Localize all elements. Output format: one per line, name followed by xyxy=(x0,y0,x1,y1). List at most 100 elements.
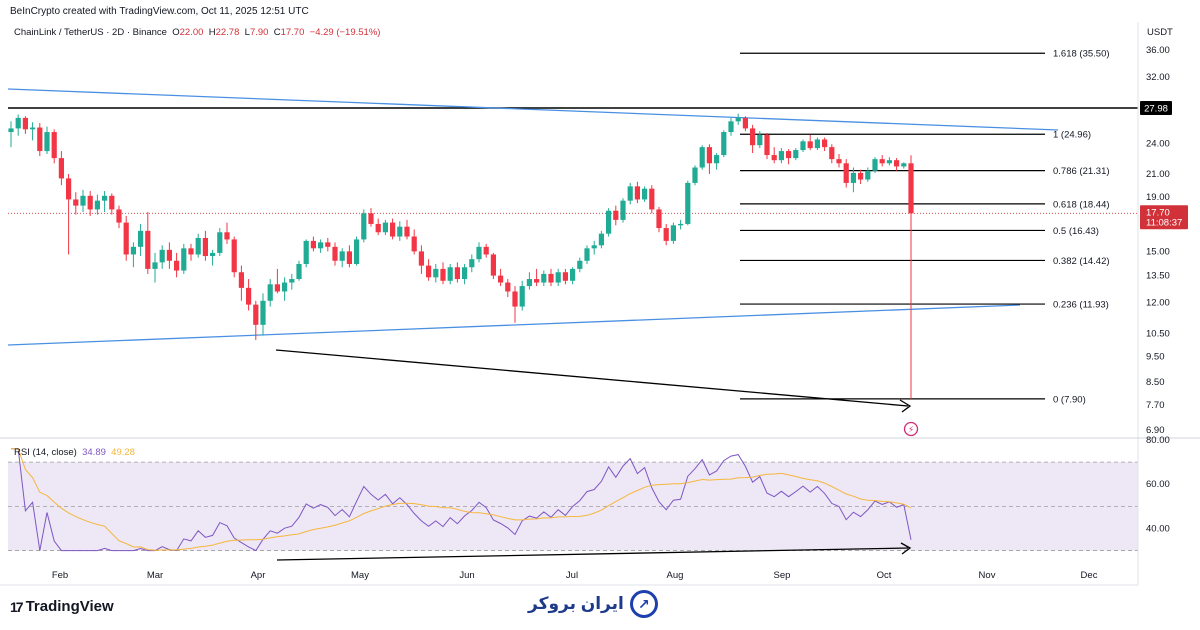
candle-body xyxy=(793,150,799,159)
candle-body xyxy=(267,284,273,301)
y-tick-label: 19.00 xyxy=(1146,192,1170,203)
high-value: 22.78 xyxy=(215,27,240,38)
candle-body xyxy=(390,222,396,237)
brand-text: ایران بروکر xyxy=(528,594,624,613)
candle-body xyxy=(80,195,86,206)
candle-body xyxy=(685,182,691,224)
candle-body xyxy=(699,147,705,168)
candle-body xyxy=(498,275,504,283)
candle-body xyxy=(22,117,28,130)
candle-body xyxy=(210,252,216,257)
candle-body xyxy=(476,246,482,260)
current-price-label: 17.70 xyxy=(1146,207,1170,218)
rsi-legend[interactable]: RSI (14, close) 34.89 49.28 xyxy=(14,447,135,458)
lower-trendline xyxy=(7,304,1021,346)
candle-body xyxy=(433,268,439,278)
y-tick-label: 7.70 xyxy=(1146,400,1165,411)
candle-body xyxy=(469,259,475,268)
rsi-ma-value: 49.28 xyxy=(111,447,135,458)
candle-body xyxy=(195,237,201,255)
candle-body xyxy=(735,117,741,122)
y-tick-label: 21.00 xyxy=(1146,169,1170,180)
price-pane[interactable]: 1.618 (35.50) 1 (24.96) 0.786 (21.31) 0.618… xyxy=(7,49,1138,437)
rsi-tick-label: 40.00 xyxy=(1146,523,1170,534)
candle-body xyxy=(15,117,21,129)
candle-body xyxy=(130,246,136,255)
candle-body xyxy=(807,141,813,149)
candle-body xyxy=(454,267,460,280)
candle-body xyxy=(865,170,871,180)
candle-body xyxy=(634,186,640,200)
candle-body xyxy=(152,262,158,269)
symbol-legend[interactable]: ChainLink / TetherUS · 2D · Binance O22.… xyxy=(14,27,380,38)
candle-body xyxy=(274,284,280,292)
candle-body xyxy=(829,147,835,160)
candle-body xyxy=(584,248,590,261)
candle-body xyxy=(361,213,367,240)
brand-chart-icon: ↗ xyxy=(629,590,658,618)
candle-body xyxy=(289,279,295,283)
candle-body xyxy=(771,155,777,161)
y-tick-label: 13.50 xyxy=(1146,271,1170,282)
candle-body xyxy=(894,160,900,167)
change-value: −4.29 (−19.51%) xyxy=(309,27,381,38)
candle-body xyxy=(577,260,583,269)
candle-body xyxy=(397,226,403,237)
rsi-pane[interactable] xyxy=(8,448,1138,561)
candle-body xyxy=(66,178,72,200)
candle-body xyxy=(656,209,662,229)
close-value: 17.70 xyxy=(280,27,305,38)
candle-body xyxy=(368,213,374,224)
candle-body xyxy=(418,251,424,266)
candle-body xyxy=(188,248,194,255)
candle-body xyxy=(490,254,496,276)
rsi-label: RSI (14, close) xyxy=(14,447,77,458)
fib-level-label: 0.5 (16.43) xyxy=(1053,226,1099,237)
candle-body xyxy=(872,159,878,171)
x-tick-label: Mar xyxy=(147,570,163,581)
price-arrowhead xyxy=(899,399,912,413)
rsi-line xyxy=(11,448,912,552)
x-tick-label: Nov xyxy=(979,570,996,581)
candle-body xyxy=(570,268,576,281)
candle-body xyxy=(548,273,554,283)
candle-body xyxy=(526,279,532,287)
open-value: 22.00 xyxy=(179,27,204,38)
candle-body xyxy=(166,249,172,261)
candle-body xyxy=(742,117,748,129)
candle-body xyxy=(440,268,446,281)
candle-body xyxy=(850,172,856,183)
candle-body xyxy=(692,167,698,183)
candle-body xyxy=(606,210,612,234)
candle-body xyxy=(94,200,100,210)
candle-body xyxy=(670,225,676,241)
rsi-value: 34.89 xyxy=(82,447,106,458)
fib-level-label: 1 (24.96) xyxy=(1053,130,1091,141)
candle-body xyxy=(224,232,230,240)
candle-body xyxy=(253,304,259,325)
candle-body xyxy=(325,242,331,247)
candle-body xyxy=(534,279,540,283)
upper-trendline xyxy=(7,88,1059,131)
candle-body xyxy=(663,228,669,241)
close-label: C xyxy=(273,27,281,38)
candle-body xyxy=(843,163,849,183)
lightning-icon: ⚡ xyxy=(908,425,914,435)
candle-body xyxy=(706,147,712,164)
tradingview-logo[interactable]: 17 TradingView xyxy=(10,598,114,615)
x-tick-label: Apr xyxy=(251,570,266,581)
candle-body xyxy=(886,160,892,164)
candle-body xyxy=(591,245,597,249)
candle-body xyxy=(598,233,604,246)
candle-body xyxy=(778,151,784,161)
x-tick-label: Jun xyxy=(459,570,474,581)
candle-body xyxy=(246,287,252,305)
event-marker-icon xyxy=(903,421,919,437)
candle-body xyxy=(174,260,180,271)
candle-body xyxy=(303,240,309,264)
candle-body xyxy=(908,163,914,214)
fib-level-label: 0.236 (11.93) xyxy=(1053,300,1109,311)
candle-body xyxy=(181,248,187,271)
y-tick-label: 15.00 xyxy=(1146,246,1170,257)
